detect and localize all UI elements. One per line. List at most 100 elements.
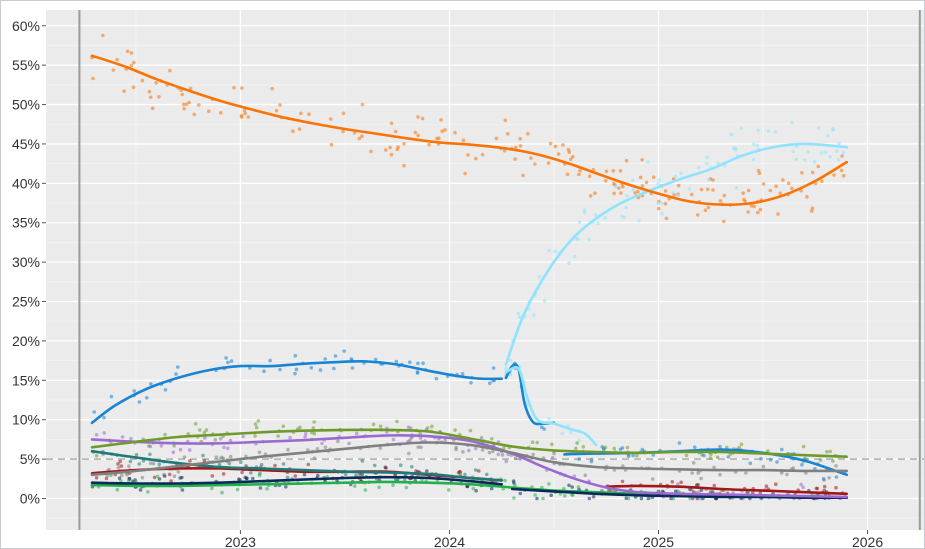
poll-point <box>799 482 803 487</box>
poll-point <box>577 438 582 442</box>
poll-point <box>333 354 338 358</box>
poll-point <box>291 129 295 133</box>
poll-point <box>285 475 290 480</box>
poll-point <box>759 456 763 461</box>
series-line-olive-green <box>90 428 848 458</box>
poll-point <box>618 447 623 452</box>
poll-point <box>561 143 565 147</box>
poll-point <box>187 100 191 105</box>
poll-point <box>816 126 821 130</box>
poll-point <box>127 464 131 469</box>
poll-point <box>540 485 544 490</box>
poll-point <box>395 419 399 424</box>
poll-point <box>221 456 225 461</box>
poll-point <box>404 485 409 490</box>
poll-point <box>491 366 496 370</box>
poll-point <box>518 315 522 319</box>
poll-point <box>437 136 441 140</box>
poll-point <box>504 459 509 464</box>
poll-point <box>651 477 655 481</box>
poll-point <box>746 188 751 193</box>
poll-point <box>761 464 766 469</box>
y-tick-label: 20% <box>12 333 40 349</box>
poll-point <box>673 174 678 179</box>
poll-point <box>253 422 258 426</box>
poll-point <box>193 422 198 426</box>
poll-point <box>182 455 187 460</box>
poll-point <box>553 249 557 254</box>
poll-point <box>687 187 692 191</box>
poll-point <box>178 447 183 452</box>
poll-point <box>785 472 789 477</box>
poll-point <box>347 441 351 446</box>
poll-point <box>640 158 644 162</box>
poll-point <box>820 179 824 183</box>
y-tick-label: 60% <box>12 18 40 34</box>
poll-point <box>491 449 495 454</box>
poll-point <box>768 188 773 193</box>
poll-point <box>132 389 136 393</box>
poll-point <box>157 462 162 467</box>
poll-point <box>578 169 582 173</box>
poll-point <box>336 439 340 444</box>
poll-point <box>176 365 180 369</box>
poll-point <box>115 487 120 492</box>
poll-point <box>235 487 240 492</box>
poll-point <box>228 438 233 443</box>
poll-point <box>603 216 607 220</box>
poll-point <box>104 476 109 481</box>
poll-point <box>540 425 544 430</box>
poll-point <box>293 474 298 478</box>
poll-point <box>828 155 832 159</box>
poll-point <box>722 193 727 198</box>
poll-point <box>834 485 838 490</box>
poll-point <box>120 473 124 478</box>
poll-point <box>309 366 314 370</box>
poll-point <box>332 366 336 371</box>
poll-point <box>673 489 678 494</box>
poll-point <box>567 483 571 488</box>
poll-point <box>751 490 755 495</box>
poll-point <box>299 111 303 116</box>
poll-point <box>684 453 689 458</box>
poll-point <box>341 129 345 134</box>
poll-point <box>389 121 394 126</box>
poll-point <box>800 462 804 467</box>
poll-point <box>631 453 635 458</box>
series-line-grey <box>90 441 848 477</box>
poll-point <box>120 435 125 439</box>
poll-point <box>513 456 518 461</box>
poll-point <box>529 156 533 160</box>
poll-point <box>581 445 586 449</box>
poll-point <box>393 129 398 134</box>
poll-point <box>533 162 537 166</box>
poll-point <box>834 464 838 468</box>
x-tick-label: 2024 <box>434 534 465 549</box>
poll-point <box>779 471 784 475</box>
poll-point <box>311 426 316 430</box>
series-line-purple <box>90 434 848 499</box>
poll-point <box>477 469 481 473</box>
poll-point <box>140 78 145 83</box>
series-line-blue-low <box>563 448 848 477</box>
poll-point <box>583 211 587 215</box>
poll-point <box>467 448 471 453</box>
poll-point <box>812 160 817 164</box>
poll-point <box>718 472 722 477</box>
poll-point <box>504 366 508 371</box>
poll-point <box>547 417 551 421</box>
poll-point <box>773 130 778 134</box>
poll-point <box>776 212 780 216</box>
poll-point <box>274 108 279 113</box>
poll-point <box>262 369 266 374</box>
poll-point <box>818 458 823 462</box>
poll-point <box>415 371 420 375</box>
poll-point <box>226 446 230 451</box>
poll-point <box>329 142 334 147</box>
poll-point <box>306 462 311 467</box>
poll-point <box>240 470 244 475</box>
poll-point <box>249 471 253 475</box>
poll-point <box>138 488 143 492</box>
poll-point <box>443 128 447 132</box>
y-tick-label: 50% <box>12 97 40 113</box>
